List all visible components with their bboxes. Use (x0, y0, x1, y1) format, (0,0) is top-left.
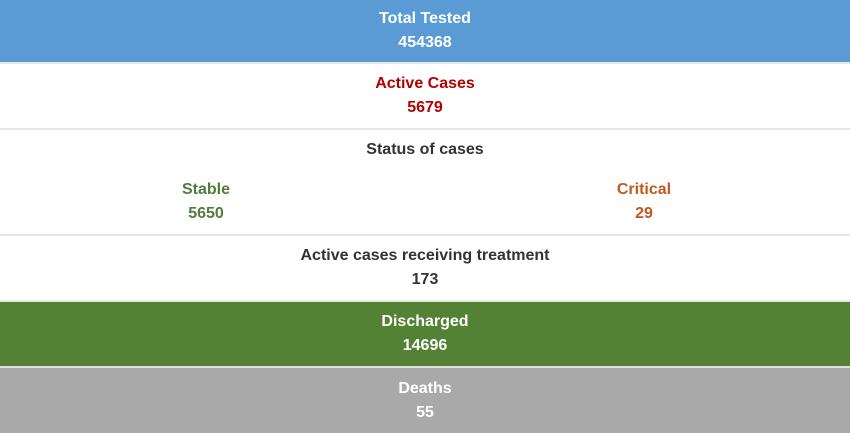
status-of-cases-title: Status of cases (366, 141, 484, 158)
deaths-block: Deaths 55 (0, 368, 850, 433)
treatment-block: Active cases receiving treatment 173 (0, 236, 850, 302)
discharged-label: Discharged (381, 313, 469, 330)
status-of-cases-block: Status of cases Stable 5650 Critical 29 (0, 130, 850, 236)
stable-label: Stable (181, 181, 230, 198)
status-row: Stable 5650 Critical 29 (0, 178, 850, 226)
critical-label: Critical (616, 181, 672, 198)
treatment-label: Active cases receiving treatment (300, 247, 550, 264)
critical-value: 29 (635, 205, 653, 222)
discharged-block: Discharged 14696 (0, 302, 850, 368)
total-tested-label: Total Tested (379, 10, 471, 27)
deaths-label: Deaths (398, 379, 452, 397)
active-cases-block: Active Cases 5679 (0, 64, 850, 130)
stable-cell: Stable 5650 (0, 178, 412, 226)
total-tested-block: Total Tested 454368 (0, 0, 850, 64)
deaths-value: 55 (416, 403, 434, 421)
active-cases-label: Active Cases (375, 75, 475, 92)
active-cases-value: 5679 (407, 99, 443, 116)
treatment-value: 173 (411, 271, 439, 288)
total-tested-value: 454368 (398, 34, 452, 51)
stable-value: 5650 (188, 205, 224, 222)
critical-cell: Critical 29 (438, 178, 850, 226)
discharged-value: 14696 (402, 337, 448, 354)
